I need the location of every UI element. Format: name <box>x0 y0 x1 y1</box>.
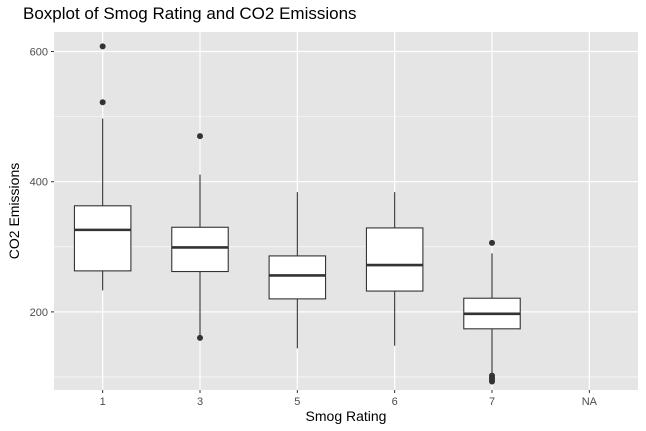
y-tick-label: 200 <box>30 307 48 319</box>
outlier-point <box>197 133 203 140</box>
box-1 <box>73 43 132 291</box>
x-tick-label: 3 <box>197 396 203 408</box>
outlier-point <box>197 334 203 341</box>
plot-panel <box>54 32 638 390</box>
iqr-box <box>73 205 132 272</box>
y-tick-label: 600 <box>30 47 48 59</box>
x-tick-label: 1 <box>100 396 106 408</box>
outlier-point <box>99 43 106 50</box>
iqr-box <box>365 227 424 292</box>
box-3 <box>171 133 229 341</box>
x-tick-label: 6 <box>392 396 398 408</box>
outlier-point <box>99 99 106 106</box>
iqr-box <box>171 226 229 273</box>
outlier-point <box>489 372 495 379</box>
chart-title: Boxplot of Smog Rating and CO2 Emissions <box>23 4 357 23</box>
box-5 <box>268 192 327 349</box>
outlier-point <box>489 239 495 246</box>
y-axis-title: CO2 Emissions <box>6 163 22 259</box>
axes: 200 400 600 1 3 5 6 7 NA <box>30 47 598 408</box>
x-tick-label: 5 <box>294 396 300 408</box>
x-tick-label: 7 <box>489 396 495 408</box>
x-tick-label: NA <box>582 396 598 408</box>
y-tick-label: 400 <box>30 177 48 189</box>
box-6 <box>365 192 424 346</box>
iqr-box <box>268 255 327 300</box>
box-7 <box>463 239 521 385</box>
x-axis-title: Smog Rating <box>306 408 387 424</box>
boxes <box>73 43 521 385</box>
